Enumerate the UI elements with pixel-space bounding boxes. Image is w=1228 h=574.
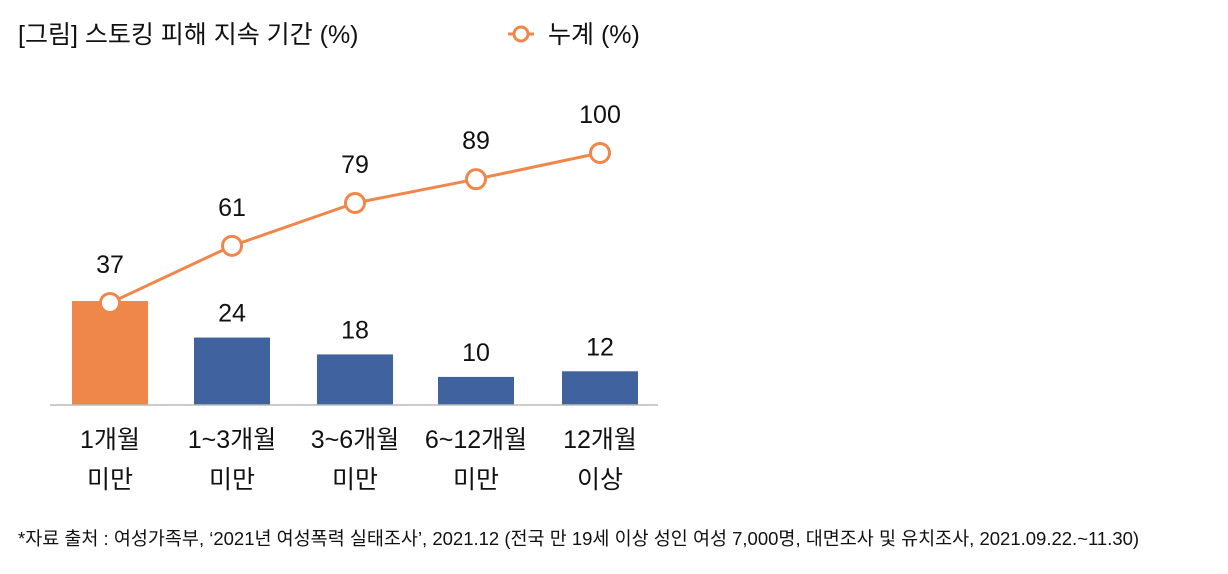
bar-label: 10 — [462, 339, 490, 367]
line-label: 37 — [96, 251, 124, 279]
line-point — [221, 234, 243, 257]
x-tick-label: 이상 — [577, 466, 623, 494]
bar — [562, 371, 638, 405]
footnote: *자료 출처 : 여성가족부, ‘2021년 여성폭력 실태조사’, 2021.… — [18, 528, 1139, 549]
line-label: 61 — [218, 194, 246, 222]
line-point — [589, 142, 611, 164]
x-tick-label: 6~12개월 — [425, 426, 527, 454]
bar — [72, 301, 148, 405]
legend-label: 누계 (%) — [548, 21, 640, 49]
chart-title: [그림] 스토킹 피해 지속 기간 (%) — [18, 21, 359, 49]
line-point — [465, 168, 487, 191]
x-tick-label: 미만 — [332, 466, 378, 494]
bar-label: 24 — [218, 300, 246, 328]
legend: 누계 (%) — [508, 21, 640, 49]
x-tick-label: 1~3개월 — [188, 426, 276, 454]
legend-marker-icon — [512, 25, 530, 43]
bar — [317, 354, 393, 405]
x-tick-label: 12개월 — [563, 426, 637, 454]
x-tick-label: 미만 — [453, 466, 499, 494]
bar-label: 12 — [586, 333, 614, 361]
bar-label: 18 — [341, 316, 369, 344]
bar — [438, 376, 514, 405]
line-label: 79 — [341, 151, 369, 179]
line-point — [344, 191, 366, 214]
x-tick-label: 미만 — [87, 466, 133, 494]
bar — [194, 337, 270, 405]
line-label: 100 — [579, 101, 621, 129]
line-label: 89 — [462, 127, 490, 155]
line-point — [99, 291, 121, 314]
x-tick-label: 미만 — [209, 466, 255, 494]
x-tick-label: 1개월 — [80, 426, 140, 454]
x-tick-label: 3~6개월 — [311, 426, 399, 454]
